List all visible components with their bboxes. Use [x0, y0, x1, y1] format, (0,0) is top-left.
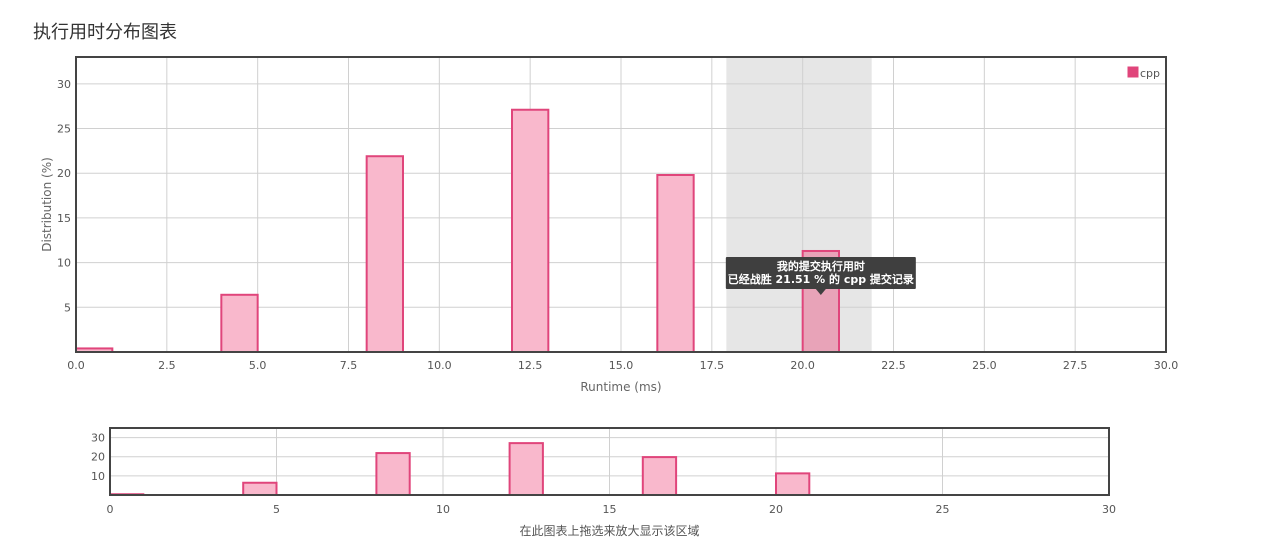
tooltip-box [725, 257, 916, 289]
nav-x-tick-label: 5 [273, 503, 280, 516]
legend-swatch [1127, 66, 1139, 78]
x-tick-label: 22.5 [881, 359, 906, 372]
main-y-ticks: 5 10 15 20 25 30 [57, 78, 71, 314]
main-plot-frame [75, 56, 1167, 353]
nav-y-ticks: 10 20 30 [91, 432, 105, 483]
x-tick-label: 25.0 [972, 359, 997, 372]
nav-histogram-bar [508, 442, 544, 497]
y-tick-label: 15 [57, 212, 71, 225]
x-tick-label: 12.5 [518, 359, 543, 372]
nav-bars [109, 442, 811, 497]
x-tick-label: 0.0 [67, 359, 85, 372]
nav-x-tick-label: 20 [769, 503, 783, 516]
x-tick-label: 5.0 [249, 359, 267, 372]
histogram-bar[interactable] [365, 155, 404, 353]
x-tick-label: 15.0 [609, 359, 634, 372]
navigator-hint: 在此图表上拖选来放大显示该区域 [519, 523, 699, 538]
nav-x-ticks: 0 5 10 15 20 25 30 [107, 503, 1117, 516]
legend[interactable]: cpp [1127, 66, 1160, 80]
histogram-bar[interactable] [220, 293, 259, 353]
navigator-chart[interactable]: 0 5 10 15 20 25 30 10 20 30 在此图表上拖选来放大显示该区域 [91, 427, 1117, 538]
page-title: 执行用时分布图表 [33, 22, 177, 43]
x-tick-label: 7.5 [340, 359, 358, 372]
y-tick-label: 20 [57, 167, 71, 180]
highlight-band [726, 57, 872, 352]
nav-histogram-bar [242, 481, 278, 496]
x-tick-label: 17.5 [700, 359, 725, 372]
nav-histogram-bar [775, 472, 811, 496]
tooltip: 我的提交执行用时 已经战胜 21.51 % 的 cpp 提交记录 [725, 257, 916, 295]
main-bars[interactable] [75, 108, 841, 354]
y-tick-label: 5 [64, 301, 71, 314]
main-chart[interactable]: 0.0 2.5 5.0 7.5 10.0 12.5 15.0 17.5 20.0 22.5 25.0… [40, 56, 1178, 394]
y-axis-label: Distribution (%) [40, 157, 54, 252]
y-tick-label: 30 [57, 78, 71, 91]
tooltip-line-1: 我的提交执行用时 [777, 259, 865, 273]
tooltip-line-2: 已经战胜 21.51 % 的 cpp 提交记录 [728, 272, 914, 286]
tooltip-pointer [815, 289, 826, 295]
nav-histogram-bar [375, 452, 411, 497]
y-tick-label: 25 [57, 123, 71, 136]
nav-x-tick-label: 30 [1102, 503, 1116, 516]
nav-y-tick-label: 10 [91, 470, 105, 483]
nav-x-tick-label: 25 [936, 503, 950, 516]
x-tick-label: 20.0 [790, 359, 815, 372]
x-tick-label: 30.0 [1154, 359, 1179, 372]
nav-histogram-bar [641, 456, 678, 496]
x-tick-label: 10.0 [427, 359, 452, 372]
histogram-bar[interactable] [511, 108, 550, 353]
nav-x-tick-label: 15 [603, 503, 617, 516]
histogram-bar[interactable] [656, 174, 695, 353]
nav-x-tick-label: 0 [107, 503, 114, 516]
nav-x-tick-label: 10 [436, 503, 450, 516]
main-x-ticks: 0.0 2.5 5.0 7.5 10.0 12.5 15.0 17.5 20.0 22.5 25.0… [67, 359, 1178, 372]
x-tick-label: 27.5 [1063, 359, 1088, 372]
legend-label: cpp [1140, 67, 1160, 80]
x-tick-label: 2.5 [158, 359, 176, 372]
x-axis-label: Runtime (ms) [580, 380, 661, 394]
nav-plot-frame [109, 427, 1110, 496]
nav-y-tick-label: 30 [91, 432, 105, 445]
y-tick-label: 10 [57, 257, 71, 270]
nav-y-tick-label: 20 [91, 451, 105, 464]
